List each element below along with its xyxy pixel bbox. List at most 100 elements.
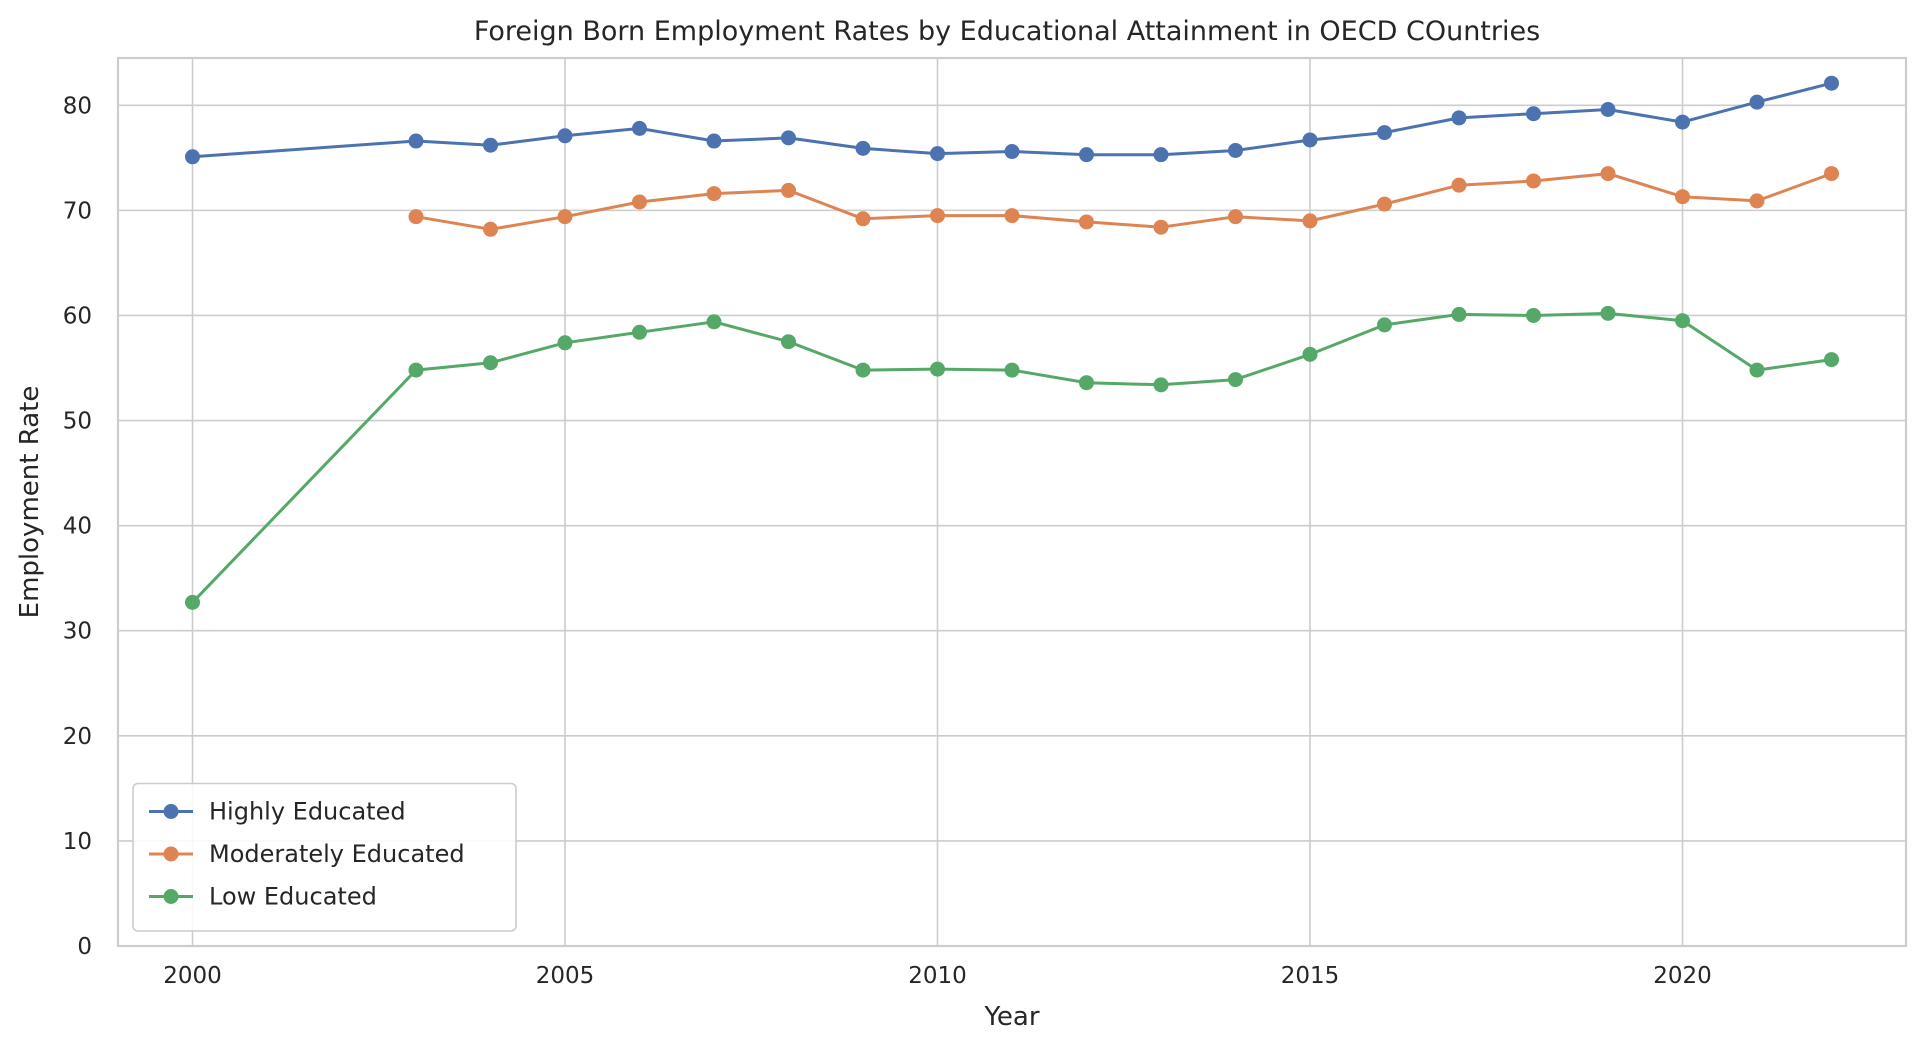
data-point bbox=[1004, 208, 1020, 224]
legend-marker bbox=[163, 804, 179, 819]
y-tick-label: 20 bbox=[63, 724, 92, 750]
legend-label: Highly Educated bbox=[209, 798, 406, 826]
chart-title: Foreign Born Employment Rates by Educati… bbox=[474, 16, 1540, 47]
y-axis-label: Employment Rate bbox=[15, 386, 45, 619]
data-point bbox=[1600, 101, 1616, 117]
data-point bbox=[1749, 94, 1765, 110]
data-point bbox=[408, 362, 424, 378]
data-point bbox=[1153, 219, 1169, 235]
data-point bbox=[1004, 144, 1020, 160]
y-tick-label: 30 bbox=[63, 619, 92, 645]
series-line bbox=[415, 172, 1833, 231]
data-point bbox=[557, 335, 573, 351]
data-point bbox=[781, 182, 796, 198]
data-point bbox=[1377, 125, 1392, 141]
data-point bbox=[1377, 196, 1392, 212]
series-1 bbox=[408, 166, 1839, 237]
y-tick-label: 70 bbox=[63, 198, 92, 224]
data-point bbox=[706, 186, 722, 202]
legend-marker bbox=[163, 846, 179, 862]
data-point bbox=[1451, 110, 1467, 126]
data-point bbox=[781, 334, 796, 350]
y-tick-label: 80 bbox=[63, 93, 92, 119]
data-point bbox=[185, 594, 200, 610]
data-point bbox=[1228, 372, 1243, 388]
data-point bbox=[1675, 189, 1690, 205]
x-tick-label: 2020 bbox=[1653, 963, 1712, 989]
data-point bbox=[1079, 214, 1094, 230]
legend-items: Highly Educated Moderately Educated Low Ed… bbox=[149, 798, 465, 911]
plot-area-frame bbox=[116, 56, 1908, 948]
data-point bbox=[855, 211, 871, 227]
data-point bbox=[483, 137, 498, 153]
data-point bbox=[1824, 352, 1839, 368]
data-point bbox=[1079, 147, 1094, 163]
data-point bbox=[1824, 75, 1839, 91]
data-point bbox=[1377, 317, 1392, 333]
data-point bbox=[1302, 213, 1318, 229]
x-tick-label: 2010 bbox=[908, 963, 967, 989]
y-tick-label: 40 bbox=[63, 514, 92, 540]
data-point bbox=[1526, 173, 1541, 189]
legend-box bbox=[132, 782, 517, 932]
data-point bbox=[408, 209, 424, 225]
data-point bbox=[1749, 193, 1765, 209]
legend-item: Moderately Educated bbox=[149, 840, 465, 868]
series-line bbox=[191, 311, 1832, 604]
data-point bbox=[855, 362, 871, 378]
legend: Highly Educated Moderately Educated Low Ed… bbox=[132, 782, 517, 932]
x-tick-label: 2000 bbox=[163, 963, 222, 989]
data-point bbox=[930, 208, 945, 224]
data-point bbox=[557, 209, 573, 225]
legend-label: Moderately Educated bbox=[209, 840, 465, 868]
data-point bbox=[1675, 313, 1690, 329]
data-point bbox=[1228, 209, 1243, 225]
data-point bbox=[1600, 166, 1616, 182]
data-point bbox=[1153, 377, 1169, 393]
data-point bbox=[1749, 362, 1765, 378]
data-point bbox=[408, 133, 424, 149]
series-layer bbox=[185, 75, 1839, 610]
axis-ticks: 2000 2005 2010 2015 2020 0 10 20 30 40 50 60 70 80 bbox=[63, 93, 1712, 989]
data-point bbox=[1600, 305, 1616, 321]
data-point bbox=[706, 314, 722, 330]
x-axis-label: Year bbox=[983, 1002, 1039, 1032]
data-point bbox=[781, 130, 796, 146]
legend-label: Low Educated bbox=[209, 883, 377, 911]
legend-item: Low Educated bbox=[149, 883, 377, 911]
data-point bbox=[1526, 106, 1541, 122]
legend-marker bbox=[163, 889, 179, 904]
data-point bbox=[1451, 306, 1467, 322]
y-tick-label: 10 bbox=[63, 829, 92, 855]
series-2 bbox=[185, 305, 1839, 610]
data-point bbox=[1675, 114, 1690, 130]
data-point bbox=[1004, 362, 1020, 378]
y-tick-label: 50 bbox=[63, 409, 92, 435]
data-point bbox=[1153, 147, 1169, 163]
data-point bbox=[1824, 166, 1839, 182]
data-point bbox=[1079, 375, 1094, 391]
legend-item: Highly Educated bbox=[149, 798, 406, 826]
data-point bbox=[855, 140, 871, 156]
data-point bbox=[1451, 177, 1467, 193]
data-point bbox=[1302, 132, 1318, 148]
data-point bbox=[632, 324, 647, 340]
data-point bbox=[557, 128, 573, 144]
data-point bbox=[185, 149, 200, 165]
data-point bbox=[1302, 346, 1318, 362]
y-tick-label: 60 bbox=[63, 303, 92, 329]
data-point bbox=[930, 146, 945, 162]
data-point bbox=[1228, 142, 1243, 158]
data-point bbox=[483, 355, 498, 371]
series-0 bbox=[185, 75, 1839, 165]
y-tick-label: 0 bbox=[77, 934, 92, 960]
x-tick-label: 2015 bbox=[1281, 963, 1340, 989]
x-tick-label: 2005 bbox=[536, 963, 595, 989]
data-point bbox=[706, 133, 722, 149]
data-point bbox=[632, 194, 647, 210]
data-point bbox=[632, 120, 647, 136]
data-point bbox=[483, 221, 498, 237]
data-point bbox=[930, 361, 945, 377]
data-point bbox=[1526, 307, 1541, 323]
